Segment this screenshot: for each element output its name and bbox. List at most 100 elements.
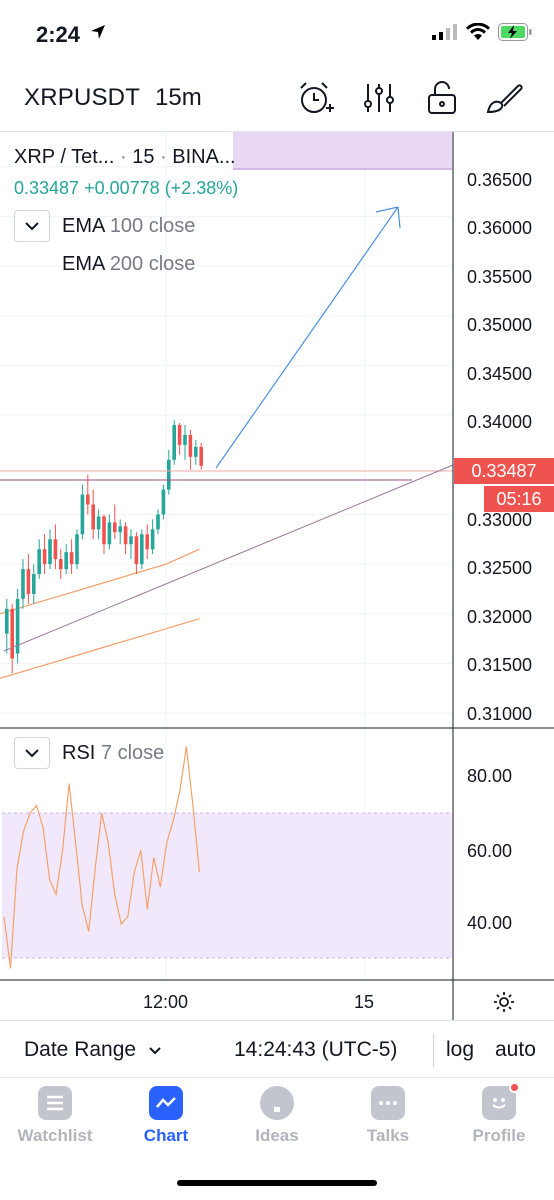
list-icon: [38, 1086, 72, 1120]
toolbar-divider: [433, 1033, 434, 1067]
candle-body: [59, 559, 63, 570]
candle-body: [91, 504, 95, 530]
ema-100-legend[interactable]: EMA 100 close: [62, 215, 196, 237]
candle-body: [177, 425, 182, 445]
tab-watchlist[interactable]: Watchlist: [0, 1086, 110, 1156]
legend-change-pct: (+2.38%): [164, 178, 239, 198]
price-tick: 0.34500: [467, 364, 533, 384]
tab-ideas[interactable]: Ideas: [222, 1086, 332, 1156]
price-tick: 0.36000: [467, 218, 533, 238]
candle-body: [199, 446, 203, 466]
candle-body: [32, 574, 36, 594]
candle-body: [118, 526, 122, 533]
rsi-tick: 80.00: [467, 766, 513, 786]
profile-smiley-icon: [482, 1082, 520, 1120]
drawing-brush-icon[interactable]: [486, 78, 526, 118]
candle-body: [37, 549, 41, 575]
price-tick: 0.32000: [467, 607, 533, 627]
candle-body: [69, 552, 74, 565]
tab-chart[interactable]: Chart: [111, 1086, 221, 1156]
rsi-legend[interactable]: RSI 7 close: [62, 742, 165, 764]
time-tick: 12:00: [143, 992, 189, 1012]
legend-symbol: XRP / Tet...: [14, 146, 115, 168]
ema-line: [0, 618, 200, 679]
rsi-band: [2, 813, 452, 958]
lightbulb-icon: [260, 1086, 294, 1120]
candle-body: [188, 434, 193, 457]
chevron-down-icon: [25, 749, 39, 758]
auto-scale-toggle[interactable]: auto: [495, 1038, 536, 1061]
candle-body: [194, 446, 198, 457]
legend-exchange: BINA...: [172, 146, 236, 168]
symbol-button[interactable]: XRPUSDT: [24, 84, 141, 111]
candle-body: [150, 529, 155, 550]
arrow-drawing: [215, 206, 399, 469]
price-tick: 0.34000: [467, 412, 533, 432]
tab-talks[interactable]: Talks: [333, 1086, 443, 1156]
unlock-icon[interactable]: [422, 78, 462, 118]
tab-profile[interactable]: Profile: [444, 1082, 554, 1156]
candle-body: [21, 569, 25, 599]
candle-body: [10, 608, 14, 659]
status-bar: 2:24: [0, 0, 554, 66]
log-scale-toggle[interactable]: log: [446, 1038, 475, 1061]
current-price-label: 0.33487: [454, 458, 554, 484]
symbol-legend[interactable]: XRP / Tet... · 15 · BINA...: [14, 146, 236, 168]
rsi-tick: 40.00: [467, 913, 513, 933]
candle-body: [107, 522, 112, 545]
candle-body: [75, 534, 79, 565]
timezone-clock-button[interactable]: 14:24:43 (UTC-5): [234, 1038, 398, 1061]
candle-body: [183, 434, 187, 445]
candle-body: [5, 608, 9, 634]
price-tick: 0.35000: [467, 315, 533, 335]
date-range-button[interactable]: Date Range: [24, 1038, 162, 1062]
battery-charging-icon: [498, 22, 532, 46]
candles: [5, 420, 203, 674]
candle-body: [129, 536, 133, 545]
candle-body: [145, 534, 149, 550]
price-change-legend: 0.33487 +0.00778 (+2.38%): [14, 178, 238, 199]
ema-lines: [0, 548, 200, 679]
status-time: 2:24: [36, 22, 81, 47]
bar-countdown-label: 05:16: [484, 486, 554, 512]
interval-button[interactable]: 15m: [155, 84, 202, 111]
legend-interval: 15: [132, 146, 155, 168]
candle-body: [113, 522, 117, 533]
ema-200-legend[interactable]: EMA 200 close: [62, 253, 196, 275]
candle-body: [156, 514, 160, 530]
candle-body: [53, 539, 58, 560]
price-tick: 0.33000: [467, 510, 533, 530]
candle-body: [167, 459, 171, 490]
chart-line-icon: [149, 1086, 183, 1120]
indicators-sliders-icon[interactable]: [359, 78, 399, 118]
candle-body: [86, 494, 90, 505]
location-arrow-icon: [90, 24, 106, 45]
tab-bar: Watchlist Chart Ideas Talks Profile: [0, 1078, 554, 1200]
rsi-line: [3, 746, 200, 969]
notification-dot: [509, 1082, 520, 1093]
alert-clock-icon[interactable]: [296, 78, 336, 118]
price-tick: 0.36500: [467, 170, 533, 190]
chart-settings-gear-icon[interactable]: [492, 990, 516, 1019]
collapse-rsi-legend-button[interactable]: [14, 737, 50, 769]
rsi-tick: 60.00: [467, 841, 513, 861]
price-tick: 0.31500: [467, 655, 533, 675]
trendline-drawing: [3, 464, 454, 652]
chart-header: XRPUSDT 15m: [0, 66, 554, 132]
candle-body: [26, 569, 31, 594]
cellular-signal-icon: [432, 23, 458, 45]
highlight-rectangle-drawing: [233, 132, 452, 169]
price-tick: 0.32500: [467, 558, 533, 578]
candle-body: [80, 494, 85, 535]
chart-canvas[interactable]: [0, 132, 554, 1020]
candle-body: [42, 549, 47, 565]
candle-body: [96, 516, 101, 530]
price-tick: 0.35500: [467, 267, 533, 287]
candle-body: [140, 534, 144, 565]
candle-body: [64, 552, 68, 570]
candle-body: [102, 516, 106, 545]
collapse-legend-button[interactable]: [14, 210, 50, 242]
chat-bubble-icon: [371, 1086, 405, 1120]
arrow-head: [375, 206, 401, 229]
bottom-toolbar: Date Range 14:24:43 (UTC-5) log auto: [0, 1020, 554, 1078]
